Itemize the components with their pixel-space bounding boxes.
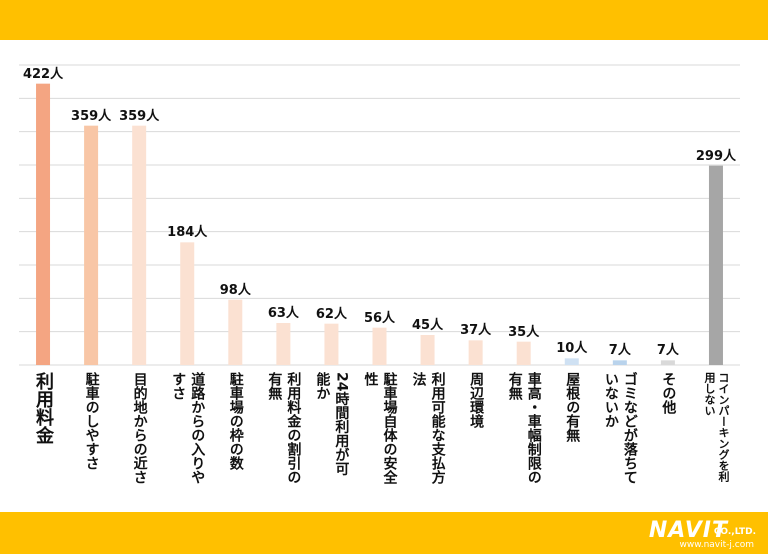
x-tick-label: 利用料金の割引の有無 [266,372,302,484]
value-label: 359人 [119,108,160,124]
value-label: 359人 [71,108,112,124]
x-tick-label: コインパーキングを利用しない [702,372,730,482]
bar [516,341,531,365]
bar [612,360,627,365]
value-label: 35人 [508,324,540,340]
value-label: 7人 [656,343,679,359]
x-tick-label: 車高・車幅制限の有無 [506,372,542,484]
value-label: 422人 [22,66,64,82]
url: www.navit-j.com [679,540,754,550]
bar [180,242,195,365]
x-tick-label: 駐車場自体の安全性 [362,372,398,484]
x-tick-label: 道路からの入りやすさ [170,372,206,484]
bar [84,125,99,366]
x-tick-label: ゴミなどが落ちていないか [602,372,638,484]
bar [36,83,51,366]
x-tick-label: 駐車場の枠の数 [227,372,244,470]
x-tick-label: 駐車のしやすさ [83,372,100,470]
x-tick-label: 24時間利用が可能か [314,372,350,476]
value-label: 63人 [267,306,299,321]
x-tick-label: その他 [660,372,677,414]
bar [132,125,147,366]
value-label: 10人 [556,341,588,357]
value-label: 98人 [219,282,251,298]
x-tick-label: 屋根の有無 [564,372,581,442]
bar [708,165,723,365]
bar [228,299,243,365]
bar [420,335,435,365]
footer-band [0,512,768,554]
value-label: 299人 [695,148,737,164]
bar [324,323,339,365]
bar [276,323,291,365]
x-tick-label: 目的地からの近さ [131,372,148,484]
value-label: 56人 [363,310,396,326]
value-label: 45人 [412,318,444,333]
value-label: 7人 [608,343,631,359]
value-label: 184人 [167,225,208,241]
bar [660,360,675,365]
x-tick-label: 利用料金 [33,372,55,444]
x-tick-label: 利用可能な支払方法 [410,372,446,484]
value-label: 62人 [315,306,347,322]
company: CO.,LTD. [713,527,756,537]
logo: NAVIT [648,518,728,543]
bar [564,358,579,365]
bar [468,340,483,365]
header-band [0,0,768,40]
bar [372,327,387,365]
value-label: 37人 [460,323,492,339]
x-tick-label: 周辺環境 [468,372,485,428]
